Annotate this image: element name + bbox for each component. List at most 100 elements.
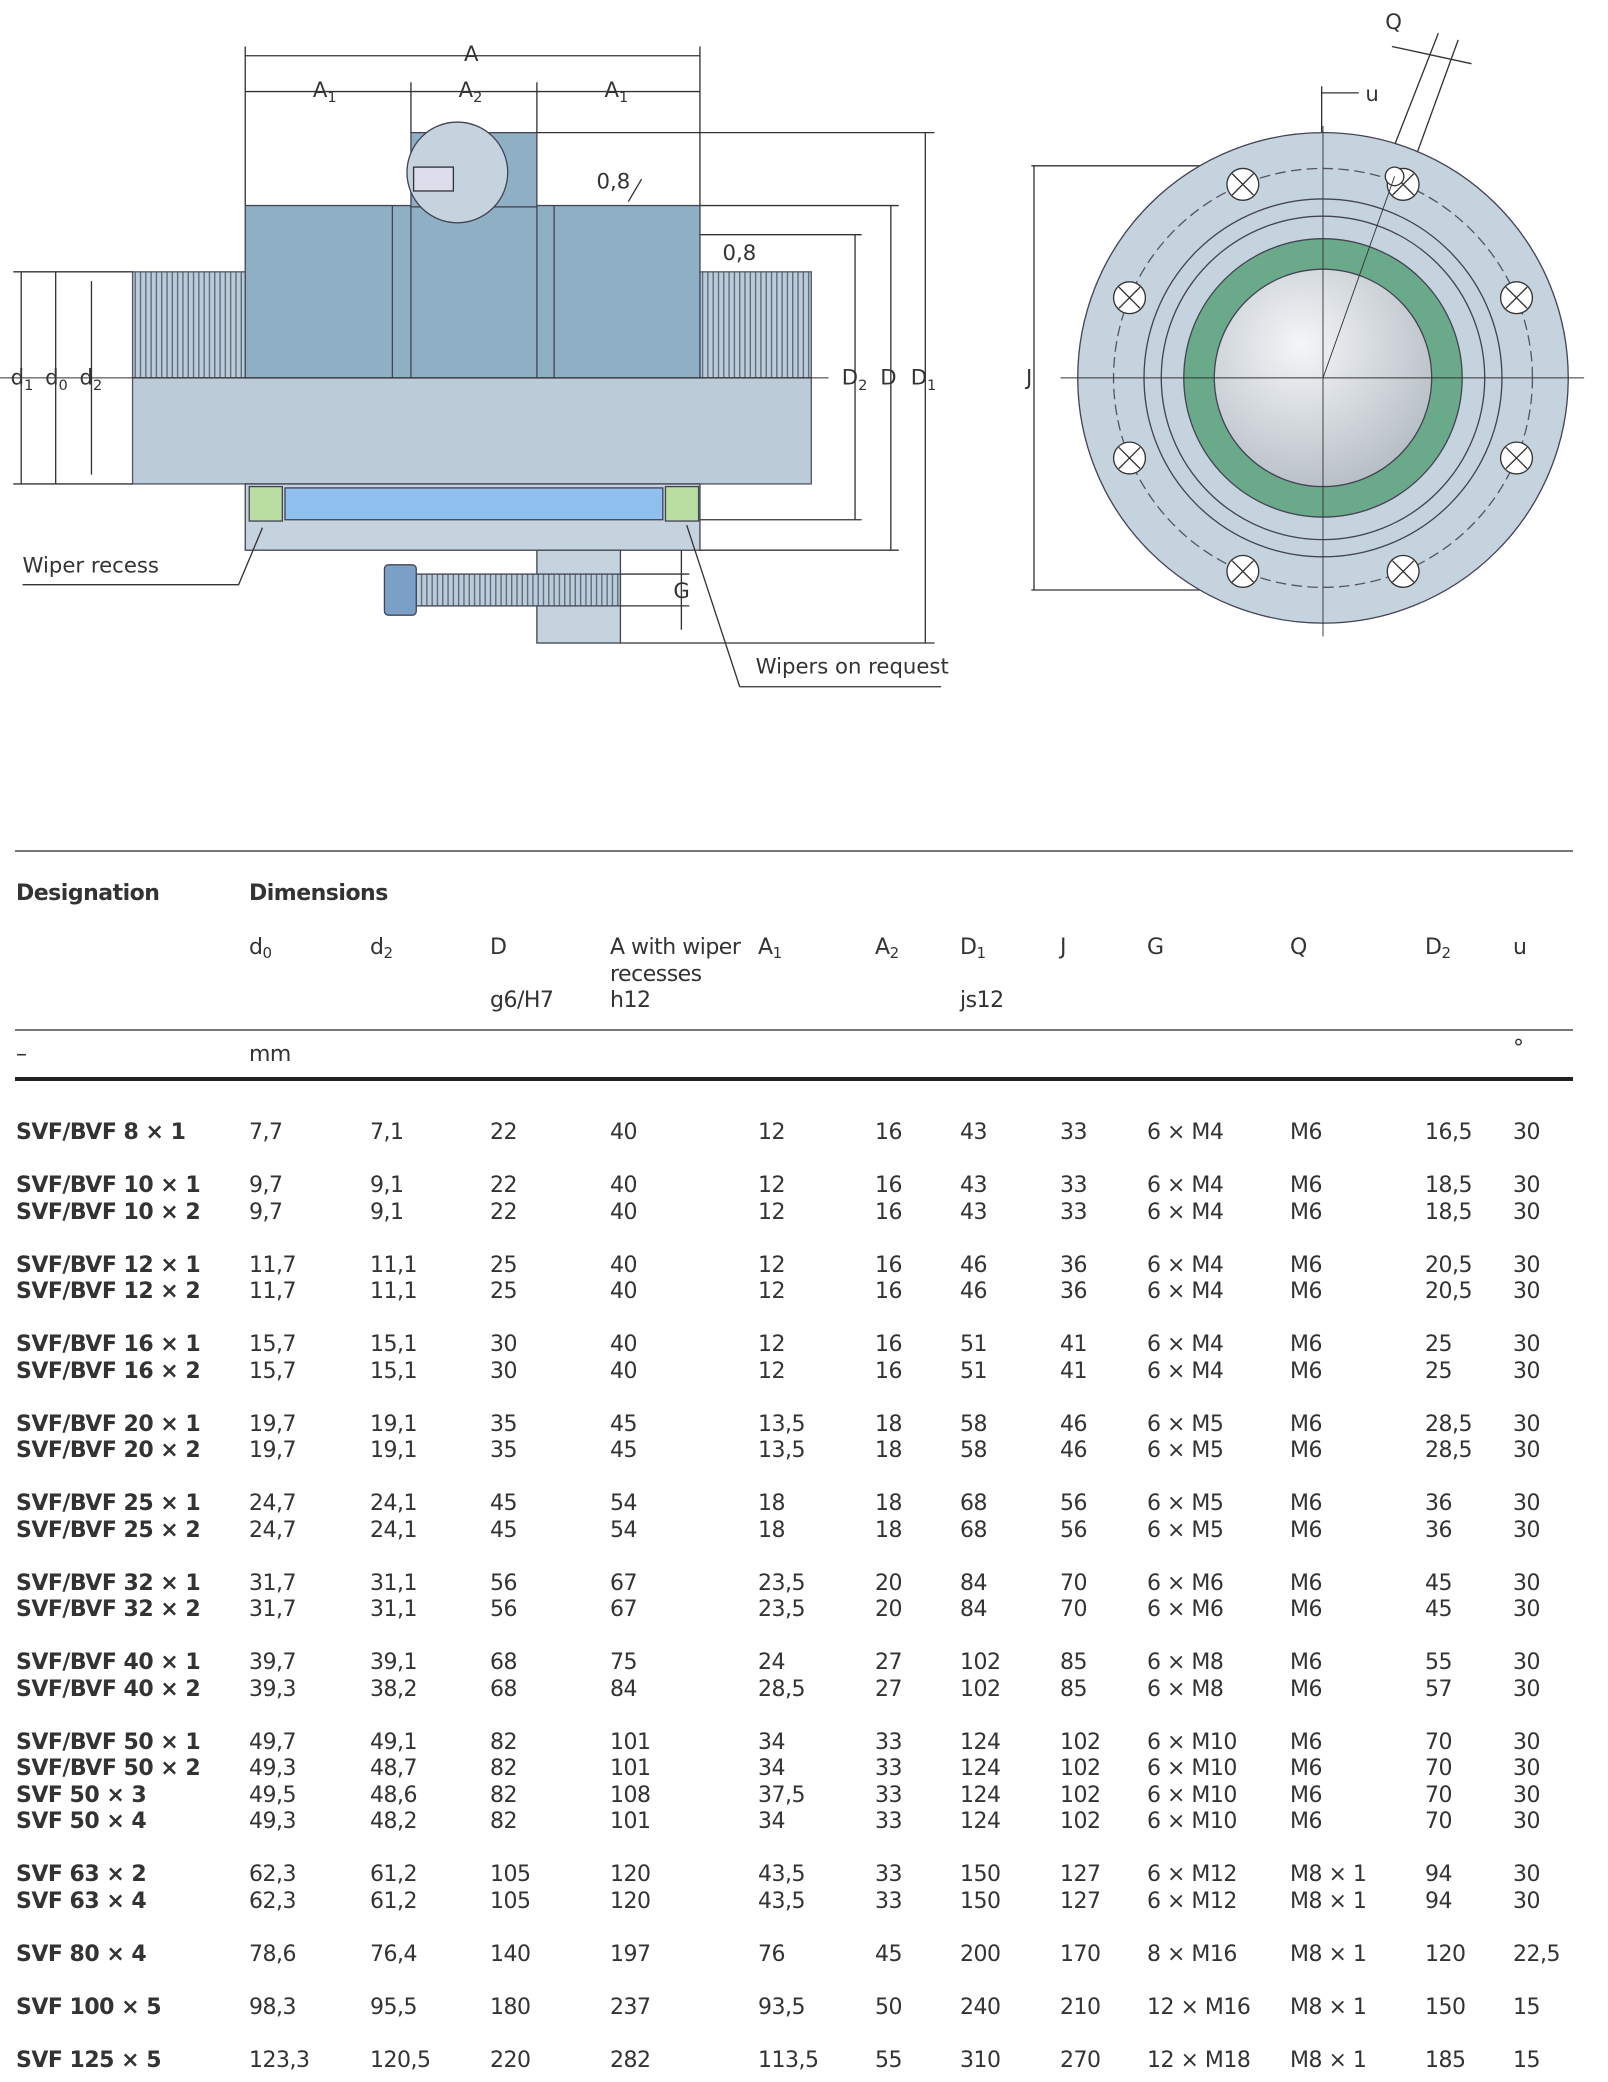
table-cell: 7,1 — [370, 1120, 404, 1145]
table-cell: 40 — [610, 1173, 638, 1198]
table-cell: 82 — [490, 1782, 518, 1808]
table-cell: 15,7 — [249, 1358, 296, 1384]
table-cell: M6 — [1290, 1491, 1322, 1516]
table-cell: 140 — [490, 1941, 531, 1967]
table-cell: 23,5 — [758, 1597, 805, 1622]
table-cell: 30 — [1513, 1676, 1541, 1702]
row-designation: SVF/BVF 16 × 1 — [16, 1332, 201, 1357]
table-cell: 20,5 — [1425, 1252, 1472, 1278]
table-cell: 68 — [960, 1491, 988, 1516]
table-cell: 45 — [490, 1517, 518, 1543]
table-cell: 34 — [758, 1809, 786, 1834]
table-cell: 24,1 — [370, 1517, 417, 1543]
table-cell: 24 — [758, 1650, 786, 1675]
table-cell: 120 — [610, 1888, 651, 1914]
table-cell: 58 — [960, 1411, 988, 1437]
row-designation: SVF/BVF 20 × 2 — [16, 1438, 201, 1463]
table-cell: 30 — [1513, 1729, 1541, 1755]
table-cell: 33 — [875, 1809, 903, 1834]
label-chamfer-right: 0,8 — [722, 241, 756, 266]
table-cell: 56 — [490, 1597, 518, 1622]
table-cell: 22,5 — [1513, 1941, 1560, 1967]
table-cell: 43 — [960, 1199, 988, 1225]
table-cell: 36 — [1060, 1252, 1088, 1278]
label-d2: d2 — [80, 366, 103, 394]
row-designation: SVF 63 × 2 — [16, 1862, 147, 1887]
table-cell: 41 — [1060, 1332, 1088, 1357]
row-designation: SVF/BVF 32 × 1 — [16, 1570, 201, 1596]
table-cell: 54 — [610, 1517, 638, 1543]
table-cell: 40 — [610, 1332, 638, 1357]
row-designation: SVF/BVF 8 × 1 — [16, 1120, 186, 1145]
column-header-D: D — [490, 935, 507, 960]
table-cell: 15 — [1513, 2047, 1541, 2073]
table-cell: 105 — [490, 1888, 531, 1914]
table-cell: 51 — [960, 1332, 988, 1357]
table-cell: 102 — [1060, 1729, 1101, 1755]
table-cell: 39,7 — [249, 1650, 296, 1675]
table-cell: 200 — [960, 1941, 1001, 1967]
table-cell: 185 — [1425, 2047, 1466, 2073]
table-cell: 61,2 — [370, 1862, 417, 1887]
wiper-left — [248, 485, 284, 522]
row-designation: SVF/BVF 32 × 2 — [16, 1597, 201, 1622]
table-cell: 12 — [758, 1332, 786, 1357]
table-cell: 33 — [875, 1729, 903, 1755]
table-cell: 30 — [490, 1358, 518, 1384]
table-cell: 55 — [1425, 1650, 1453, 1675]
column-subscript: 2 — [889, 944, 900, 962]
table-cell: 124 — [960, 1782, 1001, 1808]
table-cell: 30 — [1513, 1650, 1541, 1675]
table-cell: 40 — [610, 1120, 638, 1145]
table-cell: 18 — [758, 1491, 786, 1516]
shaft-lower — [131, 377, 812, 485]
table-cell: 6 × M4 — [1147, 1279, 1224, 1304]
table-cell: 12 — [758, 1252, 786, 1278]
table-cell: 19,1 — [370, 1411, 417, 1437]
label-wiper-recess: Wiper recess — [23, 554, 159, 579]
table-cell: 31,1 — [370, 1597, 417, 1622]
table-cell: M6 — [1290, 1570, 1322, 1596]
table-cell: M6 — [1290, 1517, 1322, 1543]
table-cell: 56 — [1060, 1491, 1088, 1516]
table-cell: 101 — [610, 1809, 651, 1834]
table-cell: 11,7 — [249, 1252, 296, 1278]
table-cell: 84 — [960, 1597, 988, 1622]
label-G: G — [673, 579, 689, 604]
table-cell: 36 — [1425, 1517, 1453, 1543]
table-cell: 22 — [490, 1120, 518, 1145]
table-cell: 30 — [490, 1332, 518, 1357]
label-D2: D2 — [842, 366, 868, 394]
column-subscript: 2 — [383, 944, 393, 962]
table-cell: 40 — [610, 1252, 638, 1278]
table-cell: 43 — [960, 1120, 988, 1145]
table-rule — [15, 1029, 1573, 1031]
table-cell: 6 × M12 — [1147, 1862, 1237, 1887]
table-cell: 30 — [1513, 1173, 1541, 1198]
column-symbol: D — [1425, 935, 1442, 960]
table-cell: 94 — [1425, 1862, 1453, 1887]
table-cell: 22 — [490, 1199, 518, 1225]
table-cell: M6 — [1290, 1438, 1322, 1463]
table-cell: 210 — [1060, 1994, 1101, 2020]
row-designation: SVF/BVF 12 × 2 — [16, 1279, 201, 1304]
table-cell: 46 — [960, 1252, 988, 1278]
table-cell: 6 × M10 — [1147, 1729, 1237, 1755]
table-cell: 16 — [875, 1279, 903, 1304]
table-cell: 84 — [960, 1570, 988, 1596]
table-cell: 34 — [758, 1756, 786, 1781]
label-D: D — [880, 366, 896, 391]
table-cell: 70 — [1425, 1809, 1453, 1834]
table-cell: 48,7 — [370, 1756, 417, 1781]
table-cell: 102 — [1060, 1809, 1101, 1834]
table-cell: 282 — [610, 2047, 651, 2073]
table-cell: 180 — [490, 1994, 531, 2020]
table-cell: 33 — [875, 1862, 903, 1887]
column-subscript: 1 — [976, 944, 986, 962]
table-cell: 16 — [875, 1173, 903, 1198]
table-cell: 12 — [758, 1358, 786, 1384]
table-cell: 30 — [1513, 1782, 1541, 1808]
table-cell: 33 — [875, 1888, 903, 1914]
table-cell: M8 × 1 — [1290, 1994, 1367, 2020]
table-cell: 24,1 — [370, 1491, 417, 1516]
